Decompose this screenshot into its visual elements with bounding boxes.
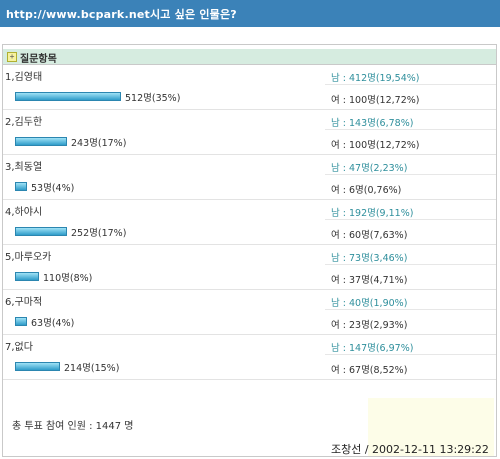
- vote-bar: [15, 272, 39, 281]
- section-label: 질문항목: [20, 54, 57, 65]
- female-votes: 여 : 60명(7,63%): [331, 230, 408, 241]
- vote-count: 63명(4%): [31, 318, 75, 329]
- total-votes: 총 투표 참여 인원 : 1447 명: [12, 421, 134, 432]
- poll-title: http://www.bcpark.net시고 싶은 인물은?: [6, 8, 237, 21]
- divider: [325, 354, 496, 355]
- female-votes: 여 : 37명(4,71%): [331, 275, 408, 286]
- vote-count: 512명(35%): [125, 93, 181, 104]
- poll-item: 4,하야시 252명(17%) 남 : 192명(9,11%) 여 : 60명(7,6…: [3, 200, 496, 245]
- vote-bar: [15, 227, 67, 236]
- poll-item: 3,최동열 53명(4%) 남 : 47명(2,23%) 여 : 6명(0,76%): [3, 155, 496, 200]
- item-name: 4,하야시: [5, 207, 43, 218]
- male-votes: 남 : 192명(9,11%): [331, 208, 414, 219]
- female-votes: 여 : 67명(8,52%): [331, 365, 408, 376]
- vote-bar: [15, 182, 27, 191]
- male-votes: 남 : 73명(3,46%): [331, 253, 408, 264]
- expand-icon[interactable]: +: [7, 52, 17, 62]
- poll-header: http://www.bcpark.net시고 싶은 인물은?: [0, 0, 500, 27]
- female-votes: 여 : 23명(2,93%): [331, 320, 408, 331]
- vote-count: 214명(15%): [64, 363, 120, 374]
- vote-bar: [15, 92, 121, 101]
- author-timestamp: 조창선 / 2002-12-11 13:29:22: [331, 443, 489, 456]
- vote-count: 110명(8%): [43, 273, 93, 284]
- section-header: + 질문항목: [3, 49, 496, 65]
- female-votes: 여 : 100명(12,72%): [331, 140, 420, 151]
- female-votes: 여 : 6명(0,76%): [331, 185, 402, 196]
- male-votes: 남 : 40명(1,90%): [331, 298, 408, 309]
- poll-item: 1,김영태 512명(35%) 남 : 412명(19,54%) 여 : 100명(1…: [3, 65, 496, 110]
- item-name: 7,없다: [5, 342, 33, 353]
- male-votes: 남 : 143명(6,78%): [331, 118, 414, 129]
- female-votes: 여 : 100명(12,72%): [331, 95, 420, 106]
- item-name: 2,김두한: [5, 117, 43, 128]
- male-votes: 남 : 147명(6,97%): [331, 343, 414, 354]
- divider: [325, 264, 496, 265]
- vote-count: 53명(4%): [31, 183, 75, 194]
- divider: [325, 174, 496, 175]
- footer-highlight: [368, 398, 494, 456]
- male-votes: 남 : 412명(19,54%): [331, 73, 420, 84]
- poll-panel: + 질문항목 1,김영태 512명(35%) 남 : 412명(19,54%) 여 :…: [2, 44, 497, 457]
- vote-count: 252명(17%): [71, 228, 127, 239]
- divider: [325, 84, 496, 85]
- vote-bar: [15, 317, 27, 326]
- vote-bar: [15, 137, 67, 146]
- item-name: 5,마루오카: [5, 252, 52, 263]
- item-name: 3,최동열: [5, 162, 43, 173]
- divider: [325, 219, 496, 220]
- item-name: 6,구마적: [5, 297, 43, 308]
- male-votes: 남 : 47명(2,23%): [331, 163, 408, 174]
- divider: [325, 309, 496, 310]
- item-name: 1,김영태: [5, 72, 43, 83]
- poll-item: 6,구마적 63명(4%) 남 : 40명(1,90%) 여 : 23명(2,93%): [3, 290, 496, 335]
- divider: [325, 129, 496, 130]
- poll-item: 2,김두한 243명(17%) 남 : 143명(6,78%) 여 : 100명(12…: [3, 110, 496, 155]
- poll-item: 5,마루오카 110명(8%) 남 : 73명(3,46%) 여 : 37명(4,71…: [3, 245, 496, 290]
- vote-count: 243명(17%): [71, 138, 127, 149]
- vote-bar: [15, 362, 60, 371]
- poll-item: 7,없다 214명(15%) 남 : 147명(6,97%) 여 : 67명(8,52…: [3, 335, 496, 380]
